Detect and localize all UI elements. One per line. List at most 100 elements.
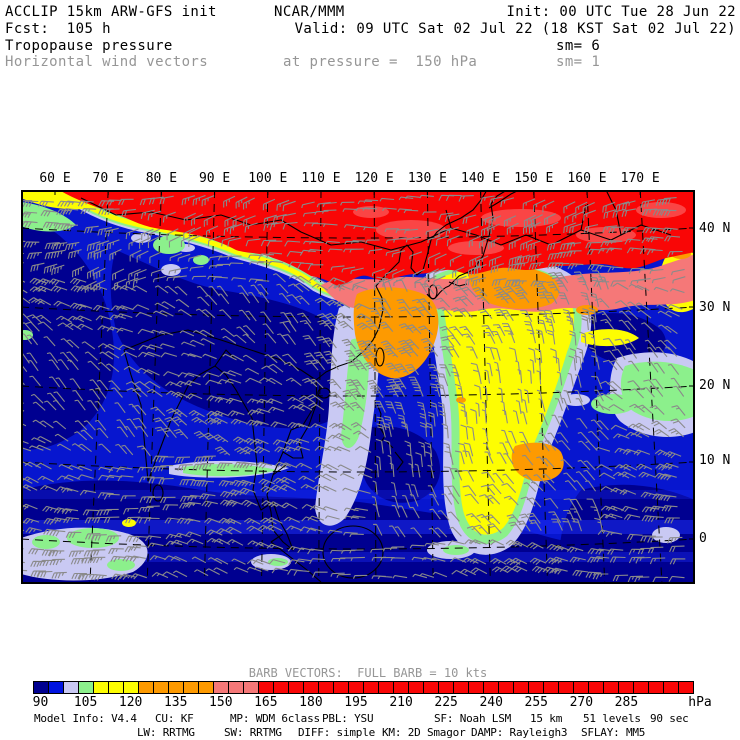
- lon-tick-label: 120 E: [354, 171, 394, 186]
- colorbar-cell: [453, 681, 469, 694]
- colorbar-cell: [288, 681, 304, 694]
- model-info-item: MP: WDM 6class: [230, 712, 320, 725]
- colorbar-tick-label: 105: [73, 695, 98, 710]
- map-frame: [21, 190, 695, 584]
- colorbar-cell: [213, 681, 229, 694]
- wind-barbs: [21, 194, 686, 584]
- init-time: Init: 00 UTC Tue 28 Jun 22: [506, 4, 736, 20]
- model-info-item: SF: Noah LSM: [434, 712, 512, 725]
- colorbar-cell: [48, 681, 64, 694]
- axis-ticks: [54, 190, 695, 540]
- lon-tick-label: 140 E: [461, 171, 501, 186]
- colorbar-tick-label: 255: [524, 695, 549, 710]
- model-info-item: SFLAY: MM5: [581, 726, 646, 739]
- model-info-item: 51 levels: [583, 712, 641, 725]
- colorbar-cell: [378, 681, 394, 694]
- model-info-item: 90 sec: [650, 712, 689, 725]
- colorbar-unit: hPa: [688, 695, 712, 710]
- model-info-item: PBL: YSU: [322, 712, 374, 725]
- colorbar-tick-label: 135: [163, 695, 188, 710]
- model-info-item: Model Info: V4.4: [34, 712, 137, 725]
- model-info-item: SW: RRTMG: [224, 726, 282, 739]
- colorbar: [33, 681, 694, 694]
- colorbar-cell: [273, 681, 289, 694]
- colorbar-cell: [513, 681, 529, 694]
- model-info-item: 15 km: [530, 712, 563, 725]
- colorbar-tick-label: 210: [389, 695, 413, 710]
- colorbar-cell: [633, 681, 649, 694]
- colorbar-cell: [138, 681, 154, 694]
- colorbar-cell: [108, 681, 124, 694]
- colorbar-cell: [468, 681, 484, 694]
- colorbar-cell: [198, 681, 214, 694]
- colorbar-cell: [528, 681, 544, 694]
- colorbar-cell: [408, 681, 424, 694]
- colorbar-cell: [438, 681, 454, 694]
- lon-tick-label: 100 E: [248, 171, 288, 186]
- org-label: NCAR/MMM: [274, 4, 345, 20]
- model-info-item: DAMP: Rayleigh3: [471, 726, 568, 739]
- forecast-map: [21, 190, 695, 584]
- colorbar-cell: [348, 681, 364, 694]
- colorbar-tick-label: 225: [434, 695, 458, 710]
- model-info-item: KM: 2D Smagor: [382, 726, 466, 739]
- model-info-item: DIFF: simple: [298, 726, 376, 739]
- colorbar-cell: [363, 681, 379, 694]
- colorbar-cell: [393, 681, 409, 694]
- vector-level: at pressure = 150 hPa: [283, 54, 478, 70]
- lat-tick-label: 10 N: [699, 453, 731, 468]
- lon-tick-label: 90 E: [198, 171, 231, 186]
- colorbar-cell: [543, 681, 559, 694]
- lon-tick-label: 160 E: [567, 171, 607, 186]
- colorbar-cell: [93, 681, 109, 694]
- lat-tick-label: 20 N: [699, 378, 731, 393]
- colorbar-cell: [258, 681, 274, 694]
- colorbar-tick-label: 180: [299, 695, 323, 710]
- colorbar-cell: [558, 681, 574, 694]
- colorbar-cell: [63, 681, 79, 694]
- model-info-item: CU: KF: [155, 712, 194, 725]
- colorbar-tick-label: 150: [209, 695, 233, 710]
- colorbar-cell: [228, 681, 244, 694]
- lon-tick-label: 170 E: [620, 171, 660, 186]
- colorbar-cell: [33, 681, 49, 694]
- colorbar-cell: [603, 681, 619, 694]
- lon-tick-label: 70 E: [92, 171, 124, 186]
- colorbar-cell: [423, 681, 439, 694]
- forecast-hour: Fcst: 105 h: [5, 21, 111, 37]
- colorbar-cell: [663, 681, 679, 694]
- colorbar-cell: [78, 681, 94, 694]
- colorbar-cell: [318, 681, 334, 694]
- lat-tick-label: 40 N: [699, 221, 731, 236]
- lon-tick-label: 130 E: [407, 171, 447, 186]
- smooth-6: sm= 6: [556, 38, 601, 54]
- lon-tick-label: 80 E: [145, 171, 178, 186]
- lon-tick-label: 60 E: [39, 171, 71, 186]
- colorbar-cell: [573, 681, 589, 694]
- colorbar-cell: [648, 681, 664, 694]
- colorbar-tick-label: 270: [569, 695, 594, 710]
- colorbar-cell: [123, 681, 139, 694]
- colorbar-tick-label: 285: [614, 695, 639, 710]
- colorbar-cell: [588, 681, 604, 694]
- model-info-item: LW: RRTMG: [137, 726, 195, 739]
- lat-tick-label: 0: [699, 531, 707, 546]
- colorbar-tick-label: 165: [254, 695, 278, 710]
- colorbar-cell: [303, 681, 319, 694]
- colorbar-cell: [168, 681, 184, 694]
- lon-tick-label: 150 E: [514, 171, 554, 186]
- colorbar-cell: [183, 681, 199, 694]
- lon-tick-label: 110 E: [301, 171, 341, 186]
- colorbar-tick-label: 240: [479, 695, 503, 710]
- colorbar-cell: [243, 681, 259, 694]
- colorbar-tick-label: 90: [32, 695, 49, 710]
- valid-time: Valid: 09 UTC Sat 02 Jul 22 (18 KST Sat …: [294, 21, 736, 37]
- lat-tick-label: 30 N: [699, 300, 731, 315]
- colorbar-cell: [153, 681, 169, 694]
- barb-legend-note: BARB VECTORS: FULL BARB = 10 kts: [248, 666, 488, 680]
- product-title: ACCLIP 15km ARW-GFS init: [5, 4, 217, 20]
- colorbar-cell: [678, 681, 694, 694]
- colorbar-tick-label: 195: [344, 695, 368, 710]
- colorbar-tick-label: 120: [118, 695, 143, 710]
